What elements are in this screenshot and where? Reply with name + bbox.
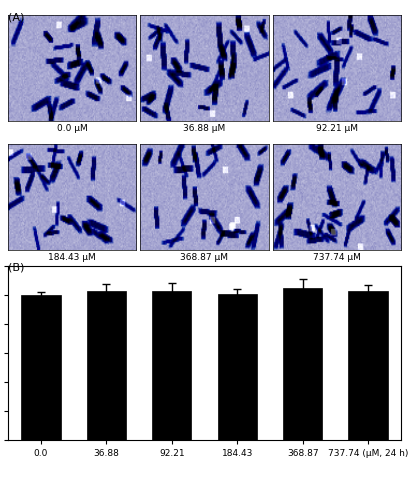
- Bar: [21, 296, 61, 440]
- Text: (A): (A): [8, 12, 25, 22]
- X-axis label: 0.0 μM: 0.0 μM: [57, 124, 88, 132]
- X-axis label: 92.21 μM: 92.21 μM: [316, 124, 357, 132]
- Bar: [87, 291, 126, 440]
- X-axis label: 368.87 μM: 368.87 μM: [180, 253, 229, 262]
- Text: (B): (B): [8, 262, 25, 272]
- X-axis label: 737.74 μM: 737.74 μM: [313, 253, 361, 262]
- X-axis label: 184.43 μM: 184.43 μM: [48, 253, 96, 262]
- Bar: [152, 291, 191, 440]
- X-axis label: 36.88 μM: 36.88 μM: [183, 124, 226, 132]
- Bar: [348, 291, 388, 440]
- Bar: [283, 288, 322, 440]
- Bar: [218, 294, 257, 440]
